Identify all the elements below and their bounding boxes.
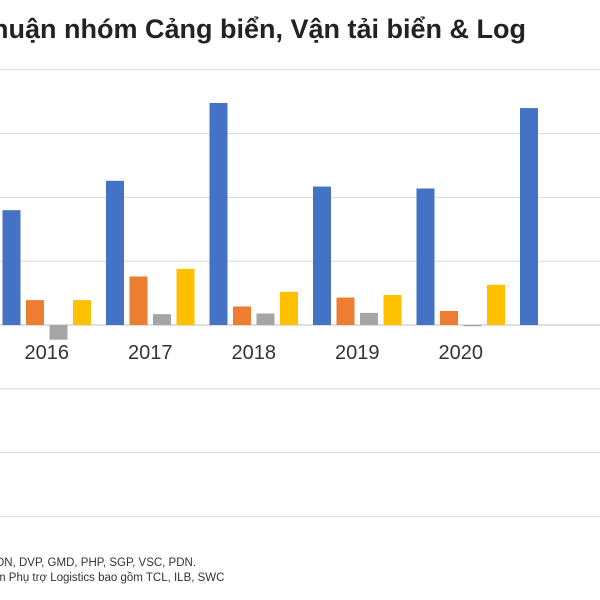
bar	[256, 313, 275, 325]
bar	[153, 314, 171, 325]
bar	[487, 284, 505, 325]
bar	[49, 325, 68, 340]
x-tick-label: 2017	[128, 342, 173, 364]
bar	[176, 268, 195, 325]
bar	[463, 325, 482, 327]
footnote-2: m Phụ trợ Logistics bao gồm TCL, ILB, SW…	[0, 572, 225, 584]
footnote-1: DN, DVP, GMD, PHP, SGP, VSC, PDN.	[0, 557, 197, 569]
bar	[313, 186, 331, 325]
bar	[26, 300, 44, 325]
x-tick-label: 2018	[232, 342, 277, 364]
bar	[129, 276, 148, 325]
x-tick-label: 2020	[439, 342, 484, 364]
bars	[2, 102, 538, 340]
gridlines	[0, 69, 600, 517]
bar	[73, 300, 91, 325]
bar	[209, 102, 228, 325]
bar	[383, 295, 402, 325]
bar	[360, 312, 378, 325]
bar	[106, 180, 124, 325]
bar	[280, 291, 298, 325]
chart-title: huận nhóm Cảng biển, Vận tải biển & Log	[0, 14, 527, 44]
bar	[336, 297, 355, 325]
x-tick-label: 2016	[25, 342, 70, 364]
x-tick-labels: 01520162017201820192020	[25, 342, 484, 364]
x-tick-label: 2019	[335, 342, 380, 364]
bar	[520, 108, 538, 325]
bar	[416, 188, 435, 325]
bar	[233, 306, 251, 325]
bar	[440, 310, 458, 325]
bar	[2, 210, 21, 325]
